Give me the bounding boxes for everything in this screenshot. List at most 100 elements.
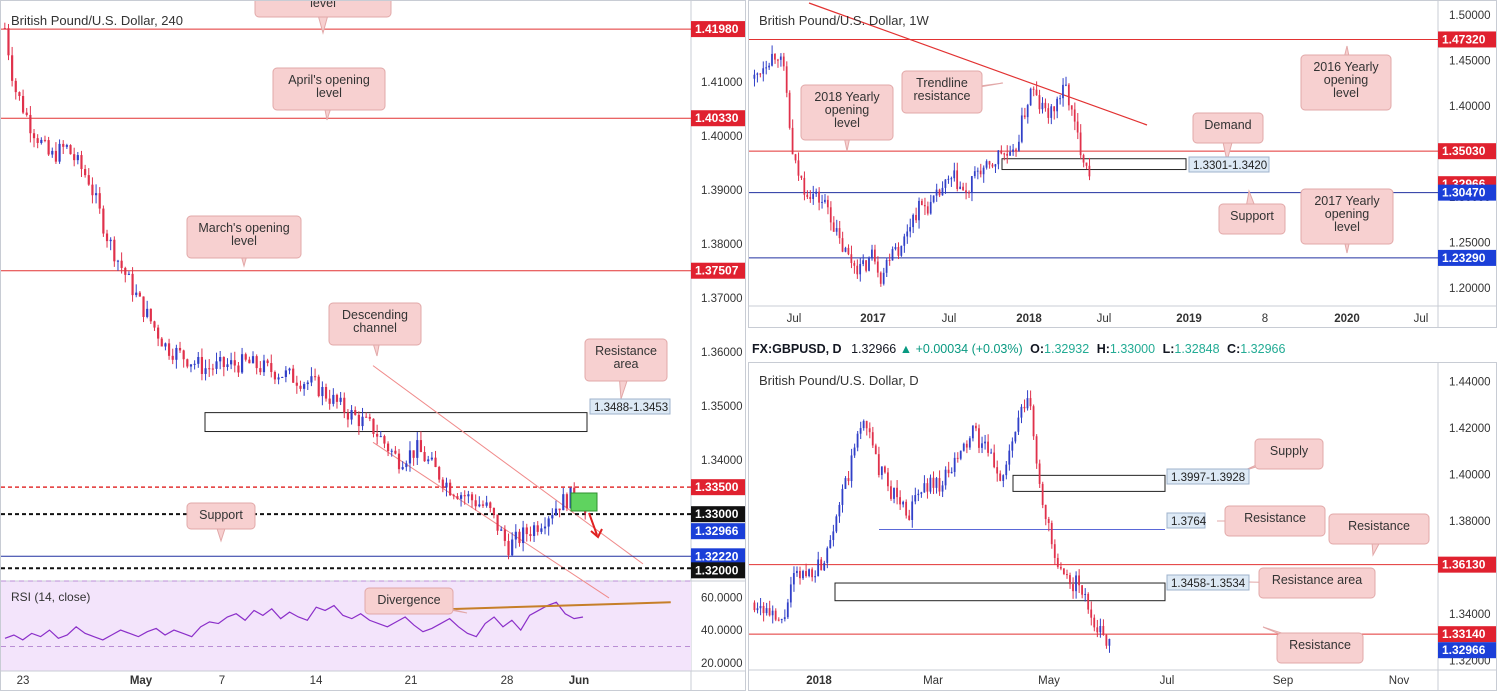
daily-zone-box[interactable] — [834, 582, 1166, 602]
h4-candle-body — [230, 360, 233, 365]
h4-candle-body — [237, 365, 240, 373]
daily-chart-panel[interactable]: Supply Resistance Resistance Resistance are… — [748, 362, 1497, 691]
weekly-candle — [809, 190, 812, 203]
weekly-candle-body — [956, 170, 959, 189]
h4-candle — [427, 455, 430, 465]
weekly-candle — [888, 253, 891, 266]
h4-candle — [262, 354, 266, 376]
h4-candle — [255, 354, 258, 375]
weekly-candle — [926, 201, 929, 216]
h4-candle-body — [226, 364, 229, 368]
daily-candle-body — [899, 497, 901, 505]
callout-2016-yearly-line: 2016 Yearly — [1313, 60, 1379, 74]
weekly-candle — [988, 160, 991, 169]
h4-candle — [186, 358, 189, 369]
h4-candle-body — [394, 450, 397, 454]
daily-candle-body — [1066, 574, 1068, 576]
daily-candle — [1020, 404, 1023, 424]
h4-candle-body — [416, 440, 419, 458]
weekly-chart-panel[interactable]: 2018 Yearly opening level Trendline resistan… — [748, 0, 1497, 328]
weekly-candle — [850, 245, 853, 269]
callout-aprils-opening-box — [272, 67, 386, 111]
h4-candle-body — [565, 494, 569, 509]
daily-candle-body — [765, 608, 768, 614]
daily-candle-body — [756, 608, 759, 611]
daily-candle — [756, 602, 759, 614]
weekly-candle — [994, 163, 997, 173]
channel-upper-line[interactable] — [372, 365, 644, 565]
daily-zone-box[interactable] — [1012, 474, 1166, 492]
daily-price-tag-bg — [1438, 556, 1496, 573]
h4-candle-body — [211, 368, 214, 370]
weekly-candle — [868, 256, 870, 272]
h4-price-tag: 1.32966 — [691, 523, 745, 540]
daily-candle-body — [944, 469, 947, 486]
channel-lower-line[interactable] — [372, 441, 610, 599]
h4-price-axis[interactable] — [691, 1, 746, 691]
weekly-candle-body — [835, 228, 838, 232]
h4-candle — [14, 78, 17, 100]
daily-chart-svg[interactable]: Supply Resistance Resistance Resistance are… — [749, 363, 1497, 691]
h4-candle-body — [383, 436, 386, 444]
daily-candle — [780, 618, 783, 624]
weekly-price-tag: 1.23290 — [1438, 249, 1496, 266]
weekly-demand-zone[interactable] — [1001, 158, 1187, 171]
rsi-tick: 20.0000 — [701, 658, 743, 670]
rsi-line[interactable] — [4, 601, 584, 641]
weekly-candle-body — [1082, 155, 1085, 163]
h4-candle — [511, 532, 514, 557]
entry-zone-box[interactable] — [570, 492, 598, 512]
weekly-candle — [953, 162, 956, 182]
weekly-candle — [859, 257, 862, 282]
weekly-candle-body — [829, 207, 832, 223]
h4-candle — [543, 517, 547, 535]
h4-chart-panel[interactable]: RSI (14, close) 60.0000 40.0000 20.0000 Dive… — [0, 0, 746, 691]
h4-chart-svg[interactable]: RSI (14, close) 60.0000 40.0000 20.0000 Dive… — [1, 1, 746, 691]
callout-daily-resistance-1: Resistance — [1217, 505, 1326, 537]
daily-candle-body — [759, 605, 762, 609]
h4-candle — [357, 411, 360, 435]
daily-candle — [877, 446, 880, 478]
daily-candle — [862, 419, 865, 431]
resistance-zone-box[interactable] — [204, 412, 588, 433]
h4-candle — [522, 520, 525, 552]
daily-candle-body — [905, 501, 908, 516]
weekly-candle-body — [932, 195, 935, 202]
weekly-candle — [829, 201, 832, 231]
callout-descending-channel-line: Descending — [342, 308, 408, 322]
h4-candle-body — [372, 418, 375, 434]
callout-demand-line: Demand — [1204, 118, 1251, 132]
daily-candle-body — [1078, 575, 1080, 586]
h4-candle — [383, 434, 386, 449]
daily-candle-body — [987, 441, 989, 453]
weekly-candle — [1003, 152, 1006, 161]
h4-candle — [303, 381, 306, 396]
daily-candle — [1041, 481, 1044, 509]
h4-candle-body — [485, 502, 488, 506]
weekly-candle-body — [1062, 84, 1064, 99]
h4-candle-body — [401, 467, 404, 470]
weekly-candle-body — [1065, 84, 1067, 86]
weekly-candle — [944, 179, 947, 194]
daily-zone-label-bg — [1166, 468, 1250, 485]
h4-candle — [226, 358, 229, 371]
weekly-candle — [835, 219, 838, 236]
h4-candle-body — [244, 354, 247, 360]
callout-trendline-resistance-line: Trendline — [916, 76, 968, 90]
callout-2018-yearly: 2018 Yearly opening level — [800, 84, 894, 152]
h4-candle-body — [157, 327, 160, 339]
daily-symbol[interactable]: FX:GBPUSD, D — [752, 342, 842, 356]
daily-candle — [762, 602, 765, 622]
h4-price-tag-bg — [691, 479, 745, 496]
callout-level-line: level — [310, 1, 336, 10]
weekly-trendline[interactable] — [808, 2, 1148, 126]
h4-candle — [91, 177, 94, 204]
daily-candle-body — [820, 559, 823, 571]
h4-candle-body — [29, 114, 32, 134]
callout-trendline-resistance: Trendline resistance — [901, 70, 1004, 114]
weekly-price-tag-text: 1.23290 — [1442, 251, 1486, 265]
callout-daily-resistance-3-box — [1276, 632, 1364, 664]
h4-candle-body — [105, 233, 109, 242]
weekly-candle — [785, 61, 788, 98]
